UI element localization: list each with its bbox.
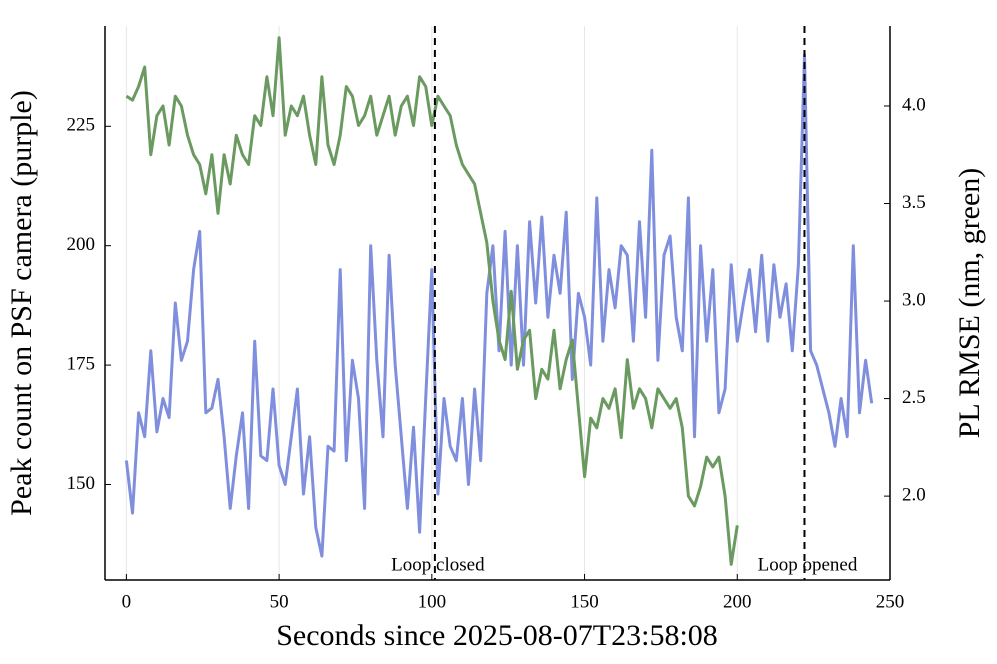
x-tick-label: 200: [723, 591, 752, 612]
y2-tick-label: 4.0: [902, 94, 926, 115]
x-tick-label: 100: [418, 591, 447, 612]
y-tick-label: 175: [67, 353, 96, 374]
series-line: [124, 53, 874, 558]
x-tick-label: 0: [122, 591, 132, 612]
y2-tick-label: 3.5: [902, 192, 926, 213]
series-line: [125, 36, 739, 566]
y-tick-label: 200: [67, 234, 96, 255]
y-tick-label: 150: [67, 473, 96, 494]
y-tick-label: 225: [67, 115, 96, 136]
x-tick-label: 250: [876, 591, 905, 612]
x-axis-label: Seconds since 2025-08-07T23:58:08: [276, 619, 718, 652]
y2-tick-label: 3.0: [902, 289, 926, 310]
y2-tick-label: 2.0: [902, 484, 926, 505]
x-tick-label: 50: [270, 591, 289, 612]
x-tick-label: 150: [570, 591, 599, 612]
y2-tick-label: 2.5: [902, 387, 926, 408]
annotation: Loop closed: [391, 554, 485, 575]
y-axis-label: Peak count on PSF camera (purple): [5, 90, 38, 516]
annotation: Loop opened: [758, 554, 858, 575]
y2-axis-label: PL RMSE (nm, green): [953, 168, 986, 439]
